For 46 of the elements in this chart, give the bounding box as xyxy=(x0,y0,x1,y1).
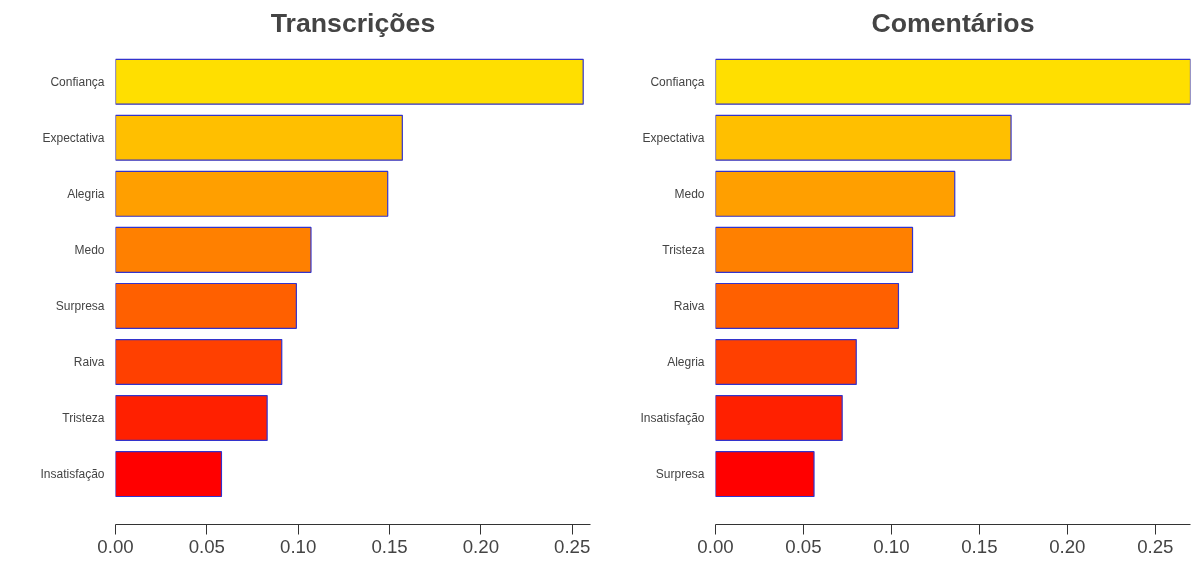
chart-title: Transcrições xyxy=(270,7,436,38)
x-tick-label: 0.00 xyxy=(697,535,734,557)
x-tick-label: 0.05 xyxy=(188,535,225,557)
x-tick-label: 0.20 xyxy=(1049,535,1086,557)
y-tick-label: Expectativa xyxy=(642,130,705,145)
bar xyxy=(715,394,843,442)
bar xyxy=(115,114,403,161)
bar xyxy=(715,282,900,329)
y-tick-label: Tristeza xyxy=(662,242,705,257)
x-tick-label: 0.25 xyxy=(1137,535,1174,557)
y-tick-label: Surpresa xyxy=(655,467,705,482)
y-tick-label: Confiança xyxy=(50,74,105,89)
bar xyxy=(115,394,268,442)
y-tick-label: Expectativa xyxy=(42,130,105,145)
y-tick-label: Insatisfação xyxy=(640,411,705,426)
y-tick-label: Surpresa xyxy=(55,298,105,313)
y-tick-label: Tristeza xyxy=(62,411,105,426)
x-tick-label: 0.10 xyxy=(873,535,910,557)
y-tick-label: Raiva xyxy=(73,354,105,369)
bar xyxy=(115,170,389,217)
bar xyxy=(715,58,1191,105)
x-tick-label: 0.05 xyxy=(785,535,822,557)
y-tick-label: Medo xyxy=(674,186,705,201)
y-tick-label: Confiança xyxy=(650,74,705,89)
chart-title: Comentários xyxy=(871,7,1035,38)
x-tick-label: 0.15 xyxy=(371,535,408,557)
bar xyxy=(715,170,956,217)
y-tick-label: Alegria xyxy=(67,186,105,201)
bar xyxy=(715,451,815,498)
x-tick-label: 0.20 xyxy=(462,535,500,557)
x-tick-label: 0.00 xyxy=(97,535,134,557)
bar xyxy=(715,226,914,273)
bar xyxy=(115,282,297,329)
bar xyxy=(715,338,857,385)
x-tick-label: 0.15 xyxy=(961,535,998,557)
y-tick-label: Raiva xyxy=(673,298,705,313)
y-tick-label: Insatisfação xyxy=(40,467,105,482)
bar xyxy=(115,226,312,273)
bar xyxy=(115,58,584,105)
bar xyxy=(715,114,1012,161)
x-tick-label: 0.10 xyxy=(280,535,317,557)
bar xyxy=(115,451,223,498)
y-tick-label: Alegria xyxy=(667,354,705,369)
bar xyxy=(115,338,283,385)
x-tick-label: 0.25 xyxy=(554,535,591,557)
y-tick-label: Medo xyxy=(74,242,105,257)
